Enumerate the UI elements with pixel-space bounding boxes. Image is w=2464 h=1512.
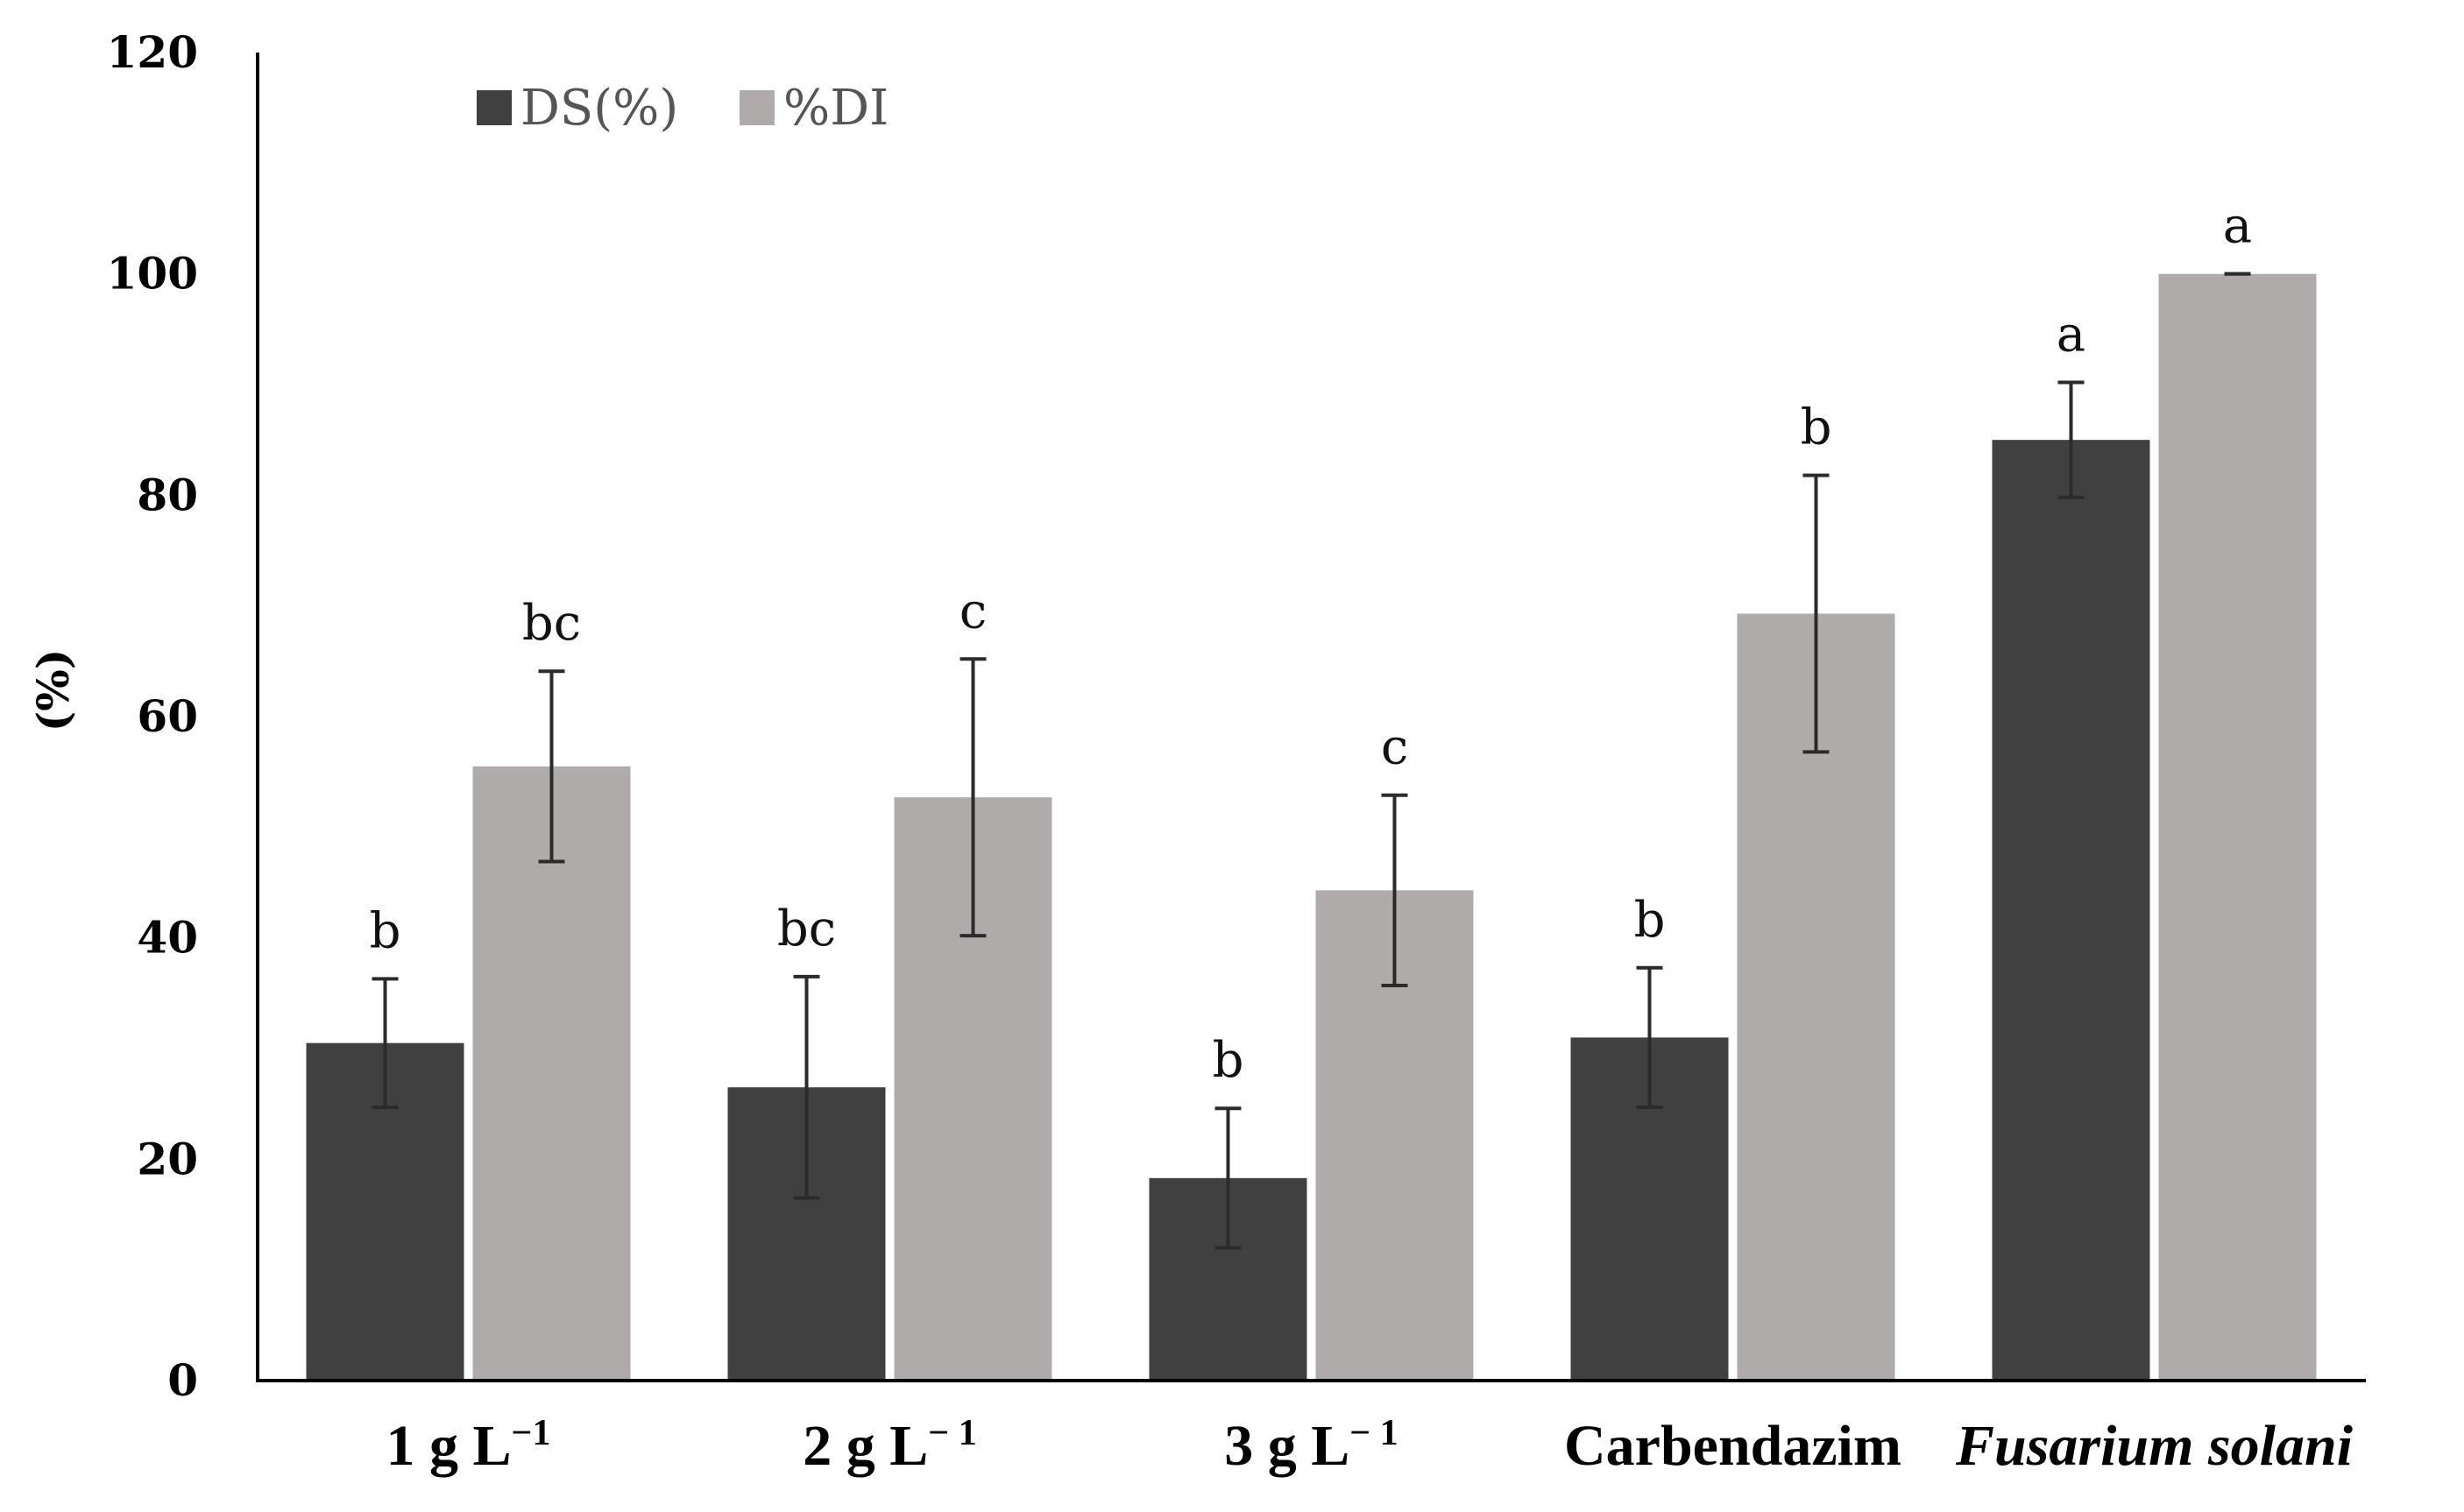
error-bars-layer (372, 272, 2251, 1250)
x-tick-label-1: 1 g L−1 (386, 1413, 551, 1478)
significance-label-ds-5: a (2057, 306, 2085, 363)
axes-layer: 1 g L−1 2 g L− 1 3 g L− 1 Carbendazim Fusari… (27, 26, 2366, 1478)
significance-label-di-5: a (2223, 198, 2252, 255)
significance-label-di-3: c (1381, 719, 1408, 776)
error-bar-ds-1 (372, 977, 399, 1109)
bars-layer (306, 273, 2317, 1381)
error-bar-ds-5 (2057, 380, 2085, 499)
significance-label-ds-3: b (1213, 1032, 1244, 1089)
error-bar-di-1 (538, 669, 565, 864)
y-tick-label-120: 120 (107, 26, 198, 78)
y-tick-label-40: 40 (137, 912, 198, 964)
significance-label-ds-4: b (1634, 892, 1666, 949)
x-tick-label-3: 3 g L− 1 (1224, 1413, 1398, 1478)
significance-label-ds-2: bc (777, 901, 836, 957)
error-bar-ds-3 (1214, 1106, 1242, 1250)
y-tick-label-80: 80 (137, 469, 198, 520)
y-axis-label: (%) (27, 649, 79, 732)
error-bar-di-3 (1381, 793, 1408, 987)
x-tick-label-2: 2 g L− 1 (803, 1413, 976, 1478)
significance-label-di-2: c (959, 583, 987, 639)
y-tick-label-20: 20 (137, 1133, 198, 1184)
significance-label-ds-1: b (370, 902, 401, 959)
y-tick-label-0: 0 (167, 1354, 198, 1406)
legend-swatch-di (740, 90, 775, 125)
bar-di-5 (2158, 273, 2317, 1381)
legend: DS(%) %DI (477, 80, 889, 137)
y-tick-label-100: 100 (107, 248, 198, 300)
bar-di-1 (472, 766, 631, 1381)
error-bar-di-2 (959, 657, 987, 938)
legend-swatch-ds (477, 90, 512, 125)
y-tick-label-60: 60 (137, 690, 198, 742)
legend-label-di: %DI (783, 80, 889, 137)
significance-label-di-1: bc (522, 595, 581, 652)
error-bar-ds-4 (1636, 965, 1663, 1109)
error-bar-ds-2 (793, 974, 820, 1200)
bar-ds-5 (1992, 440, 2150, 1381)
x-tick-label-5: Fusarium solani (1955, 1414, 2354, 1478)
x-tick-label-4: Carbendazim (1564, 1414, 1901, 1478)
significance-label-di-4: b (1801, 399, 1832, 456)
error-bar-di-4 (1802, 473, 1830, 754)
legend-label-ds: DS(%) (520, 80, 678, 137)
